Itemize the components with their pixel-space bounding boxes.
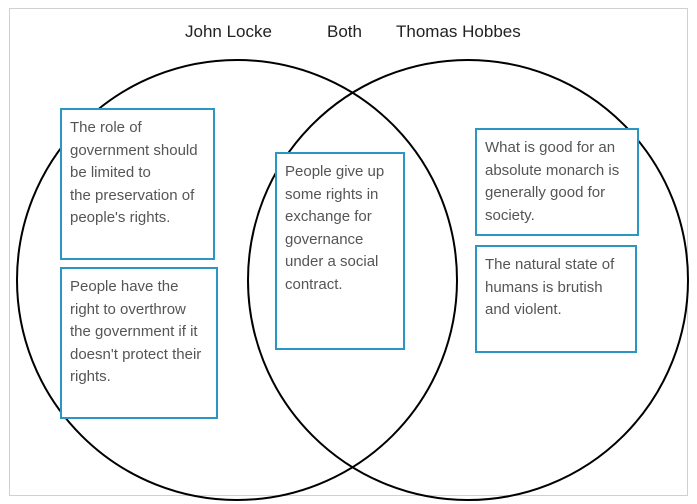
text-line: People give up some rights in exchange f… [285, 163, 384, 293]
both-box-1: People give up some rights in exchange f… [275, 152, 405, 350]
hobbes-box-1: What is good for an absolute monarch is … [475, 128, 639, 236]
text-line: What is good for an absolute monarch is … [485, 139, 619, 224]
locke-box-2: People have the right to overthrow the g… [60, 267, 218, 419]
text-line: humans is brutish and violent. [485, 279, 603, 319]
header-left: John Locke [185, 22, 272, 42]
header-right: Thomas Hobbes [396, 22, 521, 42]
text-line: The natural state of [485, 256, 614, 273]
hobbes-box-2: The natural state of humans is brutish an… [475, 245, 637, 353]
text-line: The role of government should be limited… [70, 119, 198, 181]
text-line: the preservation of people's rights. [70, 187, 194, 227]
text-line: People have the right to overthrow the g… [70, 278, 201, 385]
locke-box-1: The role of government should be limited… [60, 108, 215, 260]
header-center: Both [327, 22, 362, 42]
